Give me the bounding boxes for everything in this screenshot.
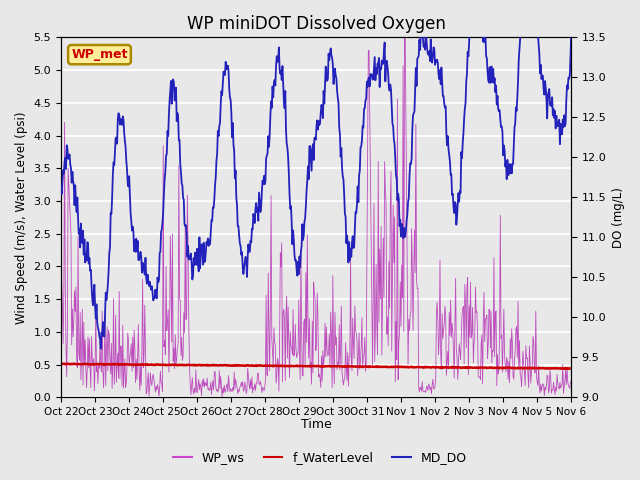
Title: WP miniDOT Dissolved Oxygen: WP miniDOT Dissolved Oxygen [187, 15, 445, 33]
Y-axis label: DO (mg/L): DO (mg/L) [612, 187, 625, 248]
X-axis label: Time: Time [301, 419, 332, 432]
Y-axis label: Wind Speed (m/s), Water Level (psi): Wind Speed (m/s), Water Level (psi) [15, 111, 28, 324]
Legend: WP_ws, f_WaterLevel, MD_DO: WP_ws, f_WaterLevel, MD_DO [168, 446, 472, 469]
Text: WP_met: WP_met [71, 48, 128, 61]
